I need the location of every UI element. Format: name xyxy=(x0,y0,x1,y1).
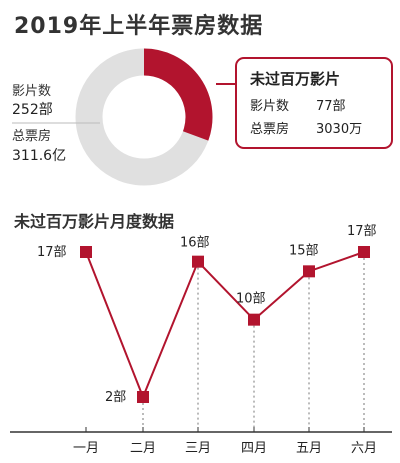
x-ticks xyxy=(85,427,365,432)
x-tick-label: 四月 xyxy=(241,441,267,456)
data-label: 16部 xyxy=(180,236,210,251)
x-tick-label: 一月 xyxy=(73,441,99,456)
data-point xyxy=(303,265,315,278)
data-point xyxy=(137,391,149,403)
callout-films-value: 77部 xyxy=(316,99,346,114)
data-label: 15部 xyxy=(289,243,319,258)
callout-box xyxy=(235,57,393,149)
x-tick-label: 三月 xyxy=(185,441,211,456)
chart-subtitle: 未过百万影片月度数据 xyxy=(14,212,175,231)
data-label: 17部 xyxy=(347,224,377,239)
x-tick-label: 五月 xyxy=(296,441,322,456)
data-label: 2部 xyxy=(105,390,126,405)
data-label: 10部 xyxy=(236,292,266,307)
data-point xyxy=(358,246,370,258)
data-point xyxy=(80,246,92,258)
x-tick-label: 二月 xyxy=(130,441,156,456)
donut-chart xyxy=(75,48,213,186)
donut-box-value: 311.6亿 xyxy=(12,148,66,164)
x-tick-label: 六月 xyxy=(351,441,377,456)
data-point xyxy=(192,255,204,268)
callout-title: 未过百万影片 xyxy=(249,70,340,88)
callout-box-label: 总票房 xyxy=(250,121,289,137)
donut-box-label: 总票房 xyxy=(12,128,51,144)
series-line xyxy=(85,251,365,400)
donut-films-label: 影片数 xyxy=(12,84,51,99)
data-points xyxy=(80,246,370,403)
callout-films-label: 影片数 xyxy=(250,99,289,114)
callout-box-value: 3030万 xyxy=(316,122,362,137)
data-point xyxy=(248,313,260,326)
data-label: 17部 xyxy=(37,245,67,260)
x-labels: 一月 二月 三月 四月 五月 六月 xyxy=(73,441,377,456)
data-labels: 17部 2部 16部 10部 15部 17部 xyxy=(37,224,377,405)
drop-lines xyxy=(142,258,365,432)
donut-highlight-arc xyxy=(143,48,213,141)
page-title: 2019年上半年票房数据 xyxy=(14,14,264,39)
donut-films-value: 252部 xyxy=(12,102,53,118)
